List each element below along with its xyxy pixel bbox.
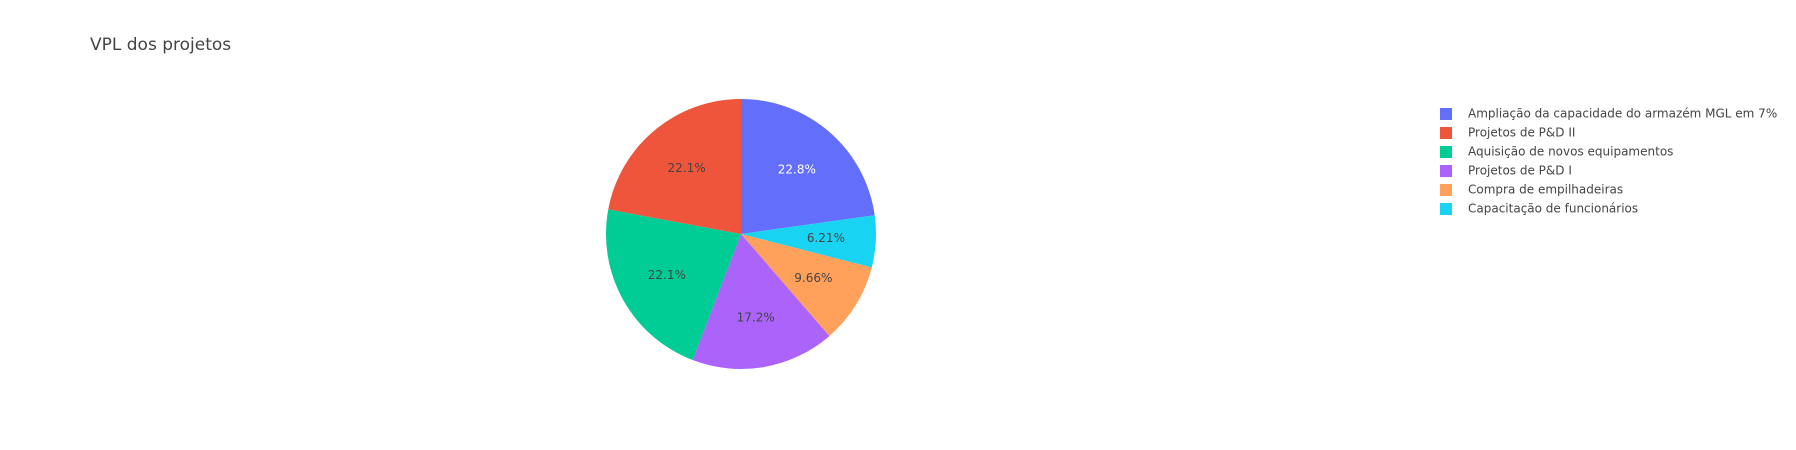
legend-swatch — [1440, 203, 1452, 215]
pie-slice-projetos-de-p-d-i[interactable] — [692, 234, 830, 369]
legend-item[interactable]: Projetos de P&D II — [1440, 126, 1575, 140]
chart-title: VPL dos projetos — [90, 35, 231, 55]
legend-label: Capacitação de funcionários — [1468, 202, 1638, 216]
legend-item[interactable]: Projetos de P&D I — [1440, 164, 1572, 178]
pie-slice-ampliacao-da-capacidade-do-armazem-mgl-em-7[interactable] — [741, 99, 875, 234]
pie-slice-aquisicao-de-novos-equipamentos[interactable] — [606, 209, 741, 361]
pie-slice-label: 22.1% — [648, 268, 686, 282]
legend-label: Projetos de P&D I — [1468, 164, 1572, 178]
legend-item[interactable]: Capacitação de funcionários — [1440, 202, 1638, 216]
legend-label: Aquisição de novos equipamentos — [1468, 145, 1673, 159]
legend-label: Ampliação da capacidade do armazém MGL e… — [1468, 107, 1777, 121]
legend-item[interactable]: Aquisição de novos equipamentos — [1440, 145, 1673, 159]
legend-label: Compra de empilhadeiras — [1468, 183, 1623, 197]
pie-slice-compra-de-empilhadeiras[interactable] — [741, 234, 872, 337]
legend-swatch — [1440, 146, 1452, 158]
pie-slice-capacitacao-de-funcionarios[interactable] — [741, 215, 877, 268]
legend-item[interactable]: Ampliação da capacidade do armazém MGL e… — [1440, 107, 1777, 121]
legend-swatch — [1440, 165, 1452, 177]
pie-slice-projetos-de-p-d-ii[interactable] — [608, 99, 741, 234]
pie-slice-label: 22.1% — [668, 161, 706, 175]
pie-slice-label: 9.66% — [794, 271, 832, 285]
pie-slice-label: 17.2% — [737, 310, 775, 324]
pie-slices — [606, 99, 877, 369]
legend-item[interactable]: Compra de empilhadeiras — [1440, 183, 1623, 197]
legend-swatch — [1440, 108, 1452, 120]
pie-slice-label: 6.21% — [807, 231, 845, 245]
legend-swatch — [1440, 184, 1452, 196]
legend[interactable]: Ampliação da capacidade do armazém MGL e… — [1440, 107, 1777, 216]
pie-slice-label: 22.8% — [778, 162, 816, 176]
legend-label: Projetos de P&D II — [1468, 126, 1575, 140]
pie-slice-labels: 22.8% 6.21% 9.66% 17.2% 22.1% 22.1% — [648, 161, 845, 324]
legend-swatch — [1440, 127, 1452, 139]
